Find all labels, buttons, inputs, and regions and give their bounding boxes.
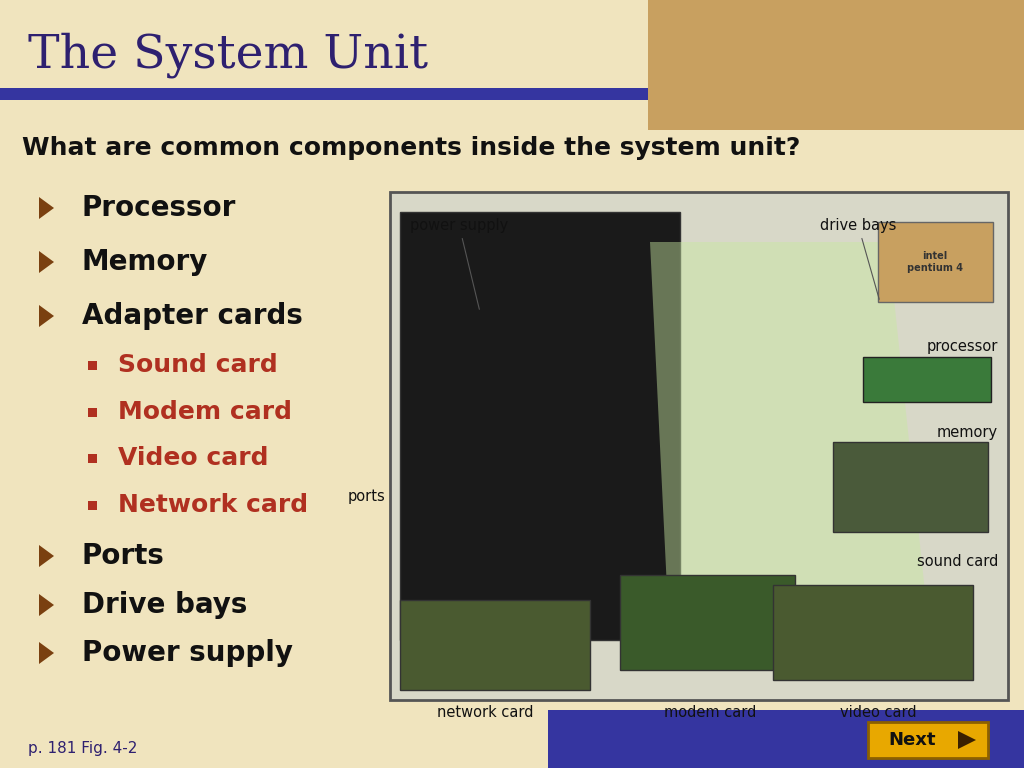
Text: Next: Next [888,731,936,749]
Polygon shape [39,197,54,219]
Bar [548,710,1024,768]
Polygon shape [650,242,928,650]
Text: intel
pentium 4: intel pentium 4 [907,251,963,273]
Text: Processor: Processor [82,194,237,222]
Polygon shape [39,545,54,567]
Bar [0,88,648,100]
Bar [648,0,1024,130]
Polygon shape [39,642,54,664]
Bar [87,360,96,369]
Text: Modem card: Modem card [118,400,292,424]
Text: p. 181 Fig. 4-2: p. 181 Fig. 4-2 [28,740,137,756]
Polygon shape [39,251,54,273]
Bar [878,222,993,302]
Text: memory: memory [937,425,998,439]
Text: Video card: Video card [118,446,268,470]
Text: modem card: modem card [664,705,756,720]
Bar [620,575,795,670]
Text: Network card: Network card [118,493,308,517]
Text: Memory: Memory [82,248,208,276]
Text: Adapter cards: Adapter cards [82,302,303,330]
Text: Power supply: Power supply [82,639,293,667]
Text: Sound card: Sound card [118,353,278,377]
Text: ports: ports [347,489,385,505]
Bar [87,408,96,416]
Polygon shape [958,731,976,749]
Bar [833,442,988,532]
Text: drive bays: drive bays [820,218,896,300]
Text: processor: processor [927,339,998,355]
Bar [87,501,96,509]
FancyBboxPatch shape [868,722,988,758]
Polygon shape [39,305,54,327]
Text: sound card: sound card [916,554,998,570]
Text: power supply: power supply [410,218,508,310]
Text: Ports: Ports [82,542,165,570]
Polygon shape [39,594,54,616]
Bar [400,212,680,640]
Bar [87,453,96,462]
Bar [863,357,991,402]
Text: video card: video card [840,705,916,720]
Bar [400,600,590,690]
Text: What are common components inside the system unit?: What are common components inside the sy… [22,136,801,160]
Text: The System Unit: The System Unit [28,32,428,78]
Bar [390,192,1008,700]
Bar [773,585,973,680]
Bar [0,710,1024,768]
Text: Drive bays: Drive bays [82,591,248,619]
Text: network card: network card [437,705,534,720]
